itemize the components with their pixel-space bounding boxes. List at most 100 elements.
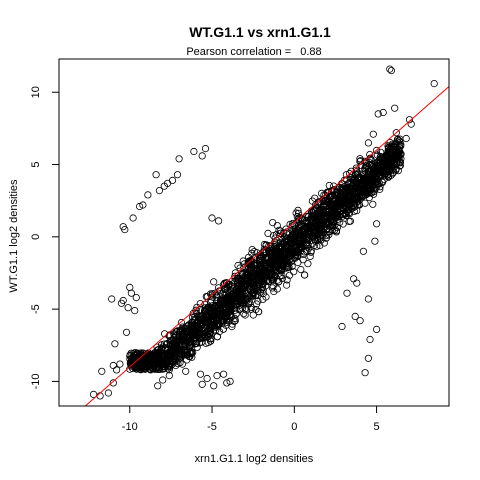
data-point xyxy=(247,280,255,288)
data-point xyxy=(366,151,374,159)
data-point xyxy=(210,278,218,286)
data-point xyxy=(337,199,346,207)
data-point xyxy=(119,296,127,305)
data-point xyxy=(407,120,415,128)
data-point xyxy=(235,275,243,283)
data-point xyxy=(124,304,132,312)
data-point xyxy=(223,379,231,387)
data-point xyxy=(374,110,382,118)
data-point xyxy=(307,227,315,235)
data-point xyxy=(345,193,353,201)
data-point xyxy=(307,248,315,256)
data-point xyxy=(219,325,227,333)
data-point xyxy=(109,361,117,370)
data-point xyxy=(330,182,338,190)
data-point xyxy=(371,237,379,245)
data-point xyxy=(373,158,382,166)
data-point xyxy=(369,130,377,138)
data-point xyxy=(299,256,307,264)
data-point xyxy=(297,221,305,229)
data-point xyxy=(385,167,393,175)
data-point xyxy=(184,322,192,330)
data-point xyxy=(235,289,243,297)
data-point xyxy=(187,348,195,356)
data-point xyxy=(258,280,266,289)
data-point xyxy=(266,265,275,273)
data-point xyxy=(356,155,364,163)
data-point xyxy=(339,220,347,228)
data-point xyxy=(166,357,174,366)
data-point xyxy=(178,360,186,368)
data-point xyxy=(221,302,229,311)
data-point xyxy=(269,219,277,227)
data-point xyxy=(238,283,246,291)
data-point xyxy=(150,360,158,369)
data-point xyxy=(349,180,358,188)
data-point xyxy=(173,171,182,179)
y-tick-label: -5 xyxy=(30,304,42,314)
data-point xyxy=(122,328,131,336)
data-point xyxy=(361,167,369,175)
data-point xyxy=(119,223,127,231)
y-axis: -10 -5 0 5 10 xyxy=(30,86,59,389)
data-point xyxy=(168,176,177,184)
data-point xyxy=(196,370,205,378)
data-point xyxy=(231,317,239,325)
data-point xyxy=(195,320,203,328)
data-point xyxy=(322,197,330,205)
data-point xyxy=(179,331,187,339)
data-point xyxy=(177,318,185,327)
data-point xyxy=(380,175,388,183)
data-point xyxy=(192,328,200,336)
data-point xyxy=(391,104,399,112)
data-point xyxy=(139,353,147,361)
data-point xyxy=(231,314,239,322)
data-point xyxy=(152,171,160,179)
data-point xyxy=(182,367,190,375)
data-point xyxy=(311,194,319,202)
data-point xyxy=(248,257,256,265)
data-point xyxy=(364,354,372,362)
data-point xyxy=(255,254,264,262)
data-point xyxy=(304,241,312,249)
data-point xyxy=(215,217,223,225)
data-point xyxy=(154,382,162,390)
data-point xyxy=(332,227,341,235)
data-point xyxy=(214,296,222,304)
data-point xyxy=(312,221,320,229)
data-point xyxy=(136,202,144,211)
data-point xyxy=(318,226,326,234)
y-tick-label: 5 xyxy=(30,161,42,167)
x-tick-label: 0 xyxy=(291,421,297,433)
data-point xyxy=(344,180,352,188)
data-point xyxy=(288,262,296,270)
data-point xyxy=(255,257,264,265)
data-point xyxy=(361,199,369,207)
data-point xyxy=(263,272,271,280)
data-point xyxy=(139,201,147,209)
data-point xyxy=(316,241,324,250)
data-point xyxy=(385,153,393,161)
data-point xyxy=(345,217,353,225)
data-point xyxy=(278,261,287,269)
data-point xyxy=(361,369,369,377)
data-point xyxy=(258,264,266,272)
fit-line xyxy=(84,86,450,407)
data-point xyxy=(273,276,282,284)
data-point xyxy=(327,222,335,230)
data-point xyxy=(204,333,212,341)
data-point xyxy=(244,257,253,265)
data-point xyxy=(304,260,312,268)
data-point xyxy=(203,374,211,383)
data-point xyxy=(270,287,278,296)
data-point xyxy=(157,348,165,357)
data-point xyxy=(172,361,180,370)
data-point xyxy=(160,364,168,372)
data-point xyxy=(372,325,381,333)
data-point xyxy=(311,237,320,245)
data-point xyxy=(329,186,337,195)
data-point xyxy=(227,293,235,301)
data-point xyxy=(90,390,98,398)
data-point xyxy=(265,242,273,250)
data-point xyxy=(248,249,256,257)
